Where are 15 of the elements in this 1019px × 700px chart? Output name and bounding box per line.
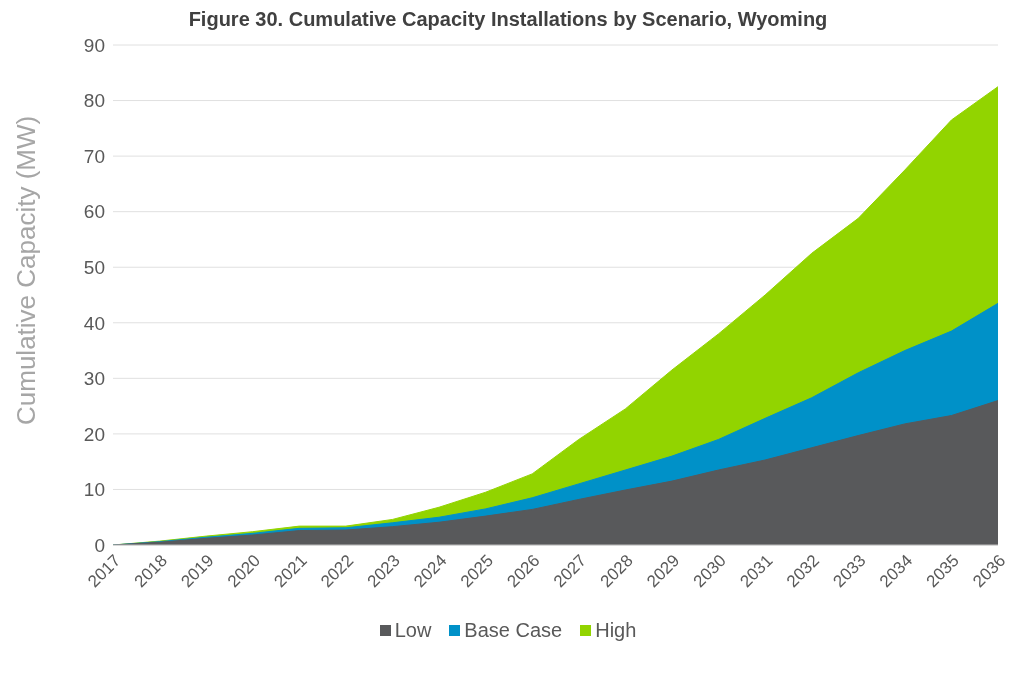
chart-title: Figure 30. Cumulative Capacity Installations by Scenario, Wyoming (187, 8, 829, 31)
y-tick-label: 30 (83, 368, 105, 390)
y-tick-label: 60 (83, 201, 105, 223)
y-tick-label: 50 (83, 256, 105, 278)
legend-label: Low (393, 619, 432, 642)
y-tick-label: 10 (83, 479, 105, 501)
y-tick-label: 70 (83, 145, 105, 167)
y-tick-label: 20 (83, 423, 105, 445)
legend-label: High (594, 619, 637, 642)
y-axis-title: Cumulative Capacity (MW) (11, 115, 42, 425)
legend-label: Base Case (463, 619, 563, 642)
y-tick-label: 0 (94, 534, 105, 556)
y-tick-label: 90 (83, 34, 105, 56)
y-tick-label: 80 (83, 90, 105, 112)
y-tick-label: 40 (83, 312, 105, 334)
